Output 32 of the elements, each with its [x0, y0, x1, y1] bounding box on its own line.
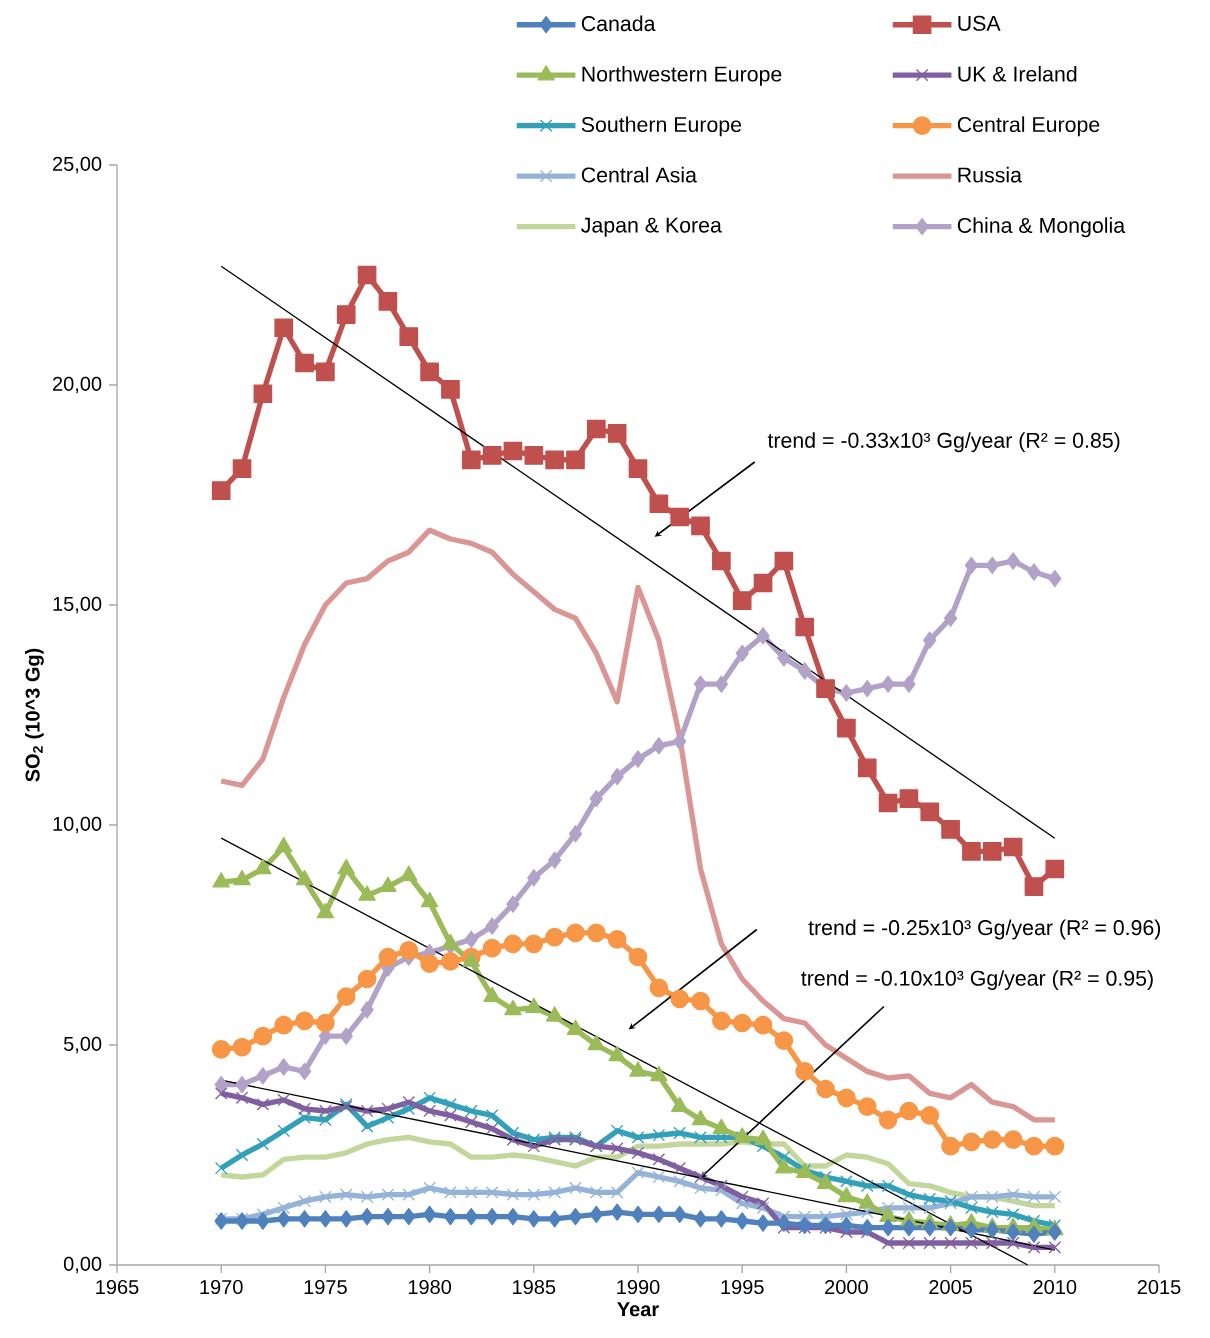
x-tick-label: 2005: [929, 1279, 973, 1295]
x-axis-title: Year: [617, 1302, 659, 1317]
x-tick-label: 1985: [513, 1279, 556, 1295]
y-tick-label: 0,00: [63, 1256, 102, 1274]
legend-label: Northwestern Europe: [582, 65, 782, 86]
legend-label: UK & Ireland: [958, 65, 1077, 82]
legend-label: Central Europe: [957, 116, 1100, 137]
legend-label: Central Asia: [581, 166, 697, 183]
y-tick-label: 5,00: [63, 1036, 102, 1054]
y-axis-title: SO$_{2}$ (10^3 Gg): [25, 648, 44, 782]
x-tick-label: 1975: [304, 1279, 347, 1295]
legend-label: Russia: [958, 166, 1022, 183]
y-tick-label: 15,00: [53, 596, 102, 614]
legend-label: USA: [958, 15, 1001, 31]
annotation: trend = -0.25x10³ Gg/year (R² = 0.96): [808, 919, 1161, 940]
x-tick-label: 1995: [721, 1279, 764, 1295]
x-tick-label: 2010: [1033, 1279, 1077, 1295]
x-tick-label: 1965: [96, 1279, 139, 1295]
x-tick-label: 2000: [825, 1279, 868, 1295]
y-tick-label: 10,00: [53, 816, 102, 834]
y-tick-label: 25,00: [53, 156, 102, 174]
x-tick-label: 2015: [1137, 1279, 1181, 1295]
x-tick-label: 1970: [200, 1279, 243, 1295]
x-tick-label: 1990: [617, 1279, 660, 1295]
legend-label: China & Mongolia: [957, 217, 1126, 238]
x-tick-label: 1980: [408, 1279, 452, 1295]
annotation: trend = -0.10x10³ Gg/year (R² = 0.95): [801, 970, 1153, 991]
annotation: trend = -0.33x10³ Gg/year (R² = 0.85): [767, 432, 1120, 453]
legend-label: Southern Europe: [581, 116, 742, 137]
legend-label: Canada: [581, 15, 656, 32]
y-tick-label: 20,00: [53, 376, 102, 394]
legend-label: Japan & Korea: [581, 217, 722, 237]
